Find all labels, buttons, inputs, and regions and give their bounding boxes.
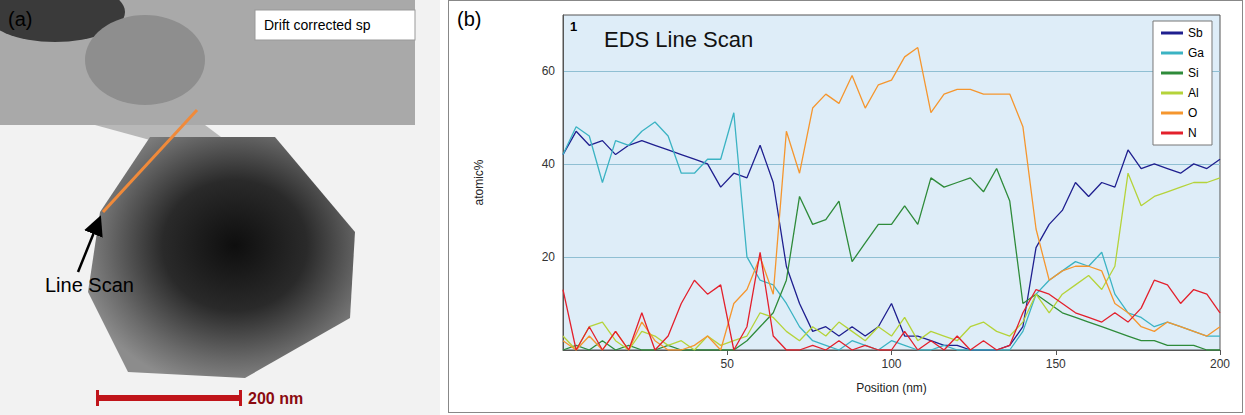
svg-text:(a): (a) xyxy=(8,8,32,30)
svg-text:150: 150 xyxy=(1046,357,1066,371)
svg-text:200 nm: 200 nm xyxy=(248,390,303,407)
svg-text:Line Scan: Line Scan xyxy=(45,274,134,296)
svg-text:Ga: Ga xyxy=(1188,46,1204,60)
svg-text:200: 200 xyxy=(1210,357,1230,371)
svg-text:50: 50 xyxy=(721,357,735,371)
svg-text:(b): (b) xyxy=(457,8,481,30)
svg-text:60: 60 xyxy=(542,64,556,78)
svg-text:atomic%: atomic% xyxy=(472,159,486,205)
svg-text:O: O xyxy=(1188,106,1197,120)
svg-text:N: N xyxy=(1188,126,1197,140)
svg-text:Position (nm): Position (nm) xyxy=(856,381,927,395)
svg-text:20: 20 xyxy=(542,250,556,264)
svg-text:EDS Line Scan: EDS Line Scan xyxy=(604,27,753,52)
svg-text:1: 1 xyxy=(570,19,577,34)
svg-text:Al: Al xyxy=(1188,86,1199,100)
svg-text:40: 40 xyxy=(542,157,556,171)
svg-text:100: 100 xyxy=(881,357,901,371)
svg-text:Drift corrected sp: Drift corrected sp xyxy=(264,17,371,33)
svg-text:Si: Si xyxy=(1188,66,1199,80)
svg-text:Sb: Sb xyxy=(1188,26,1203,40)
